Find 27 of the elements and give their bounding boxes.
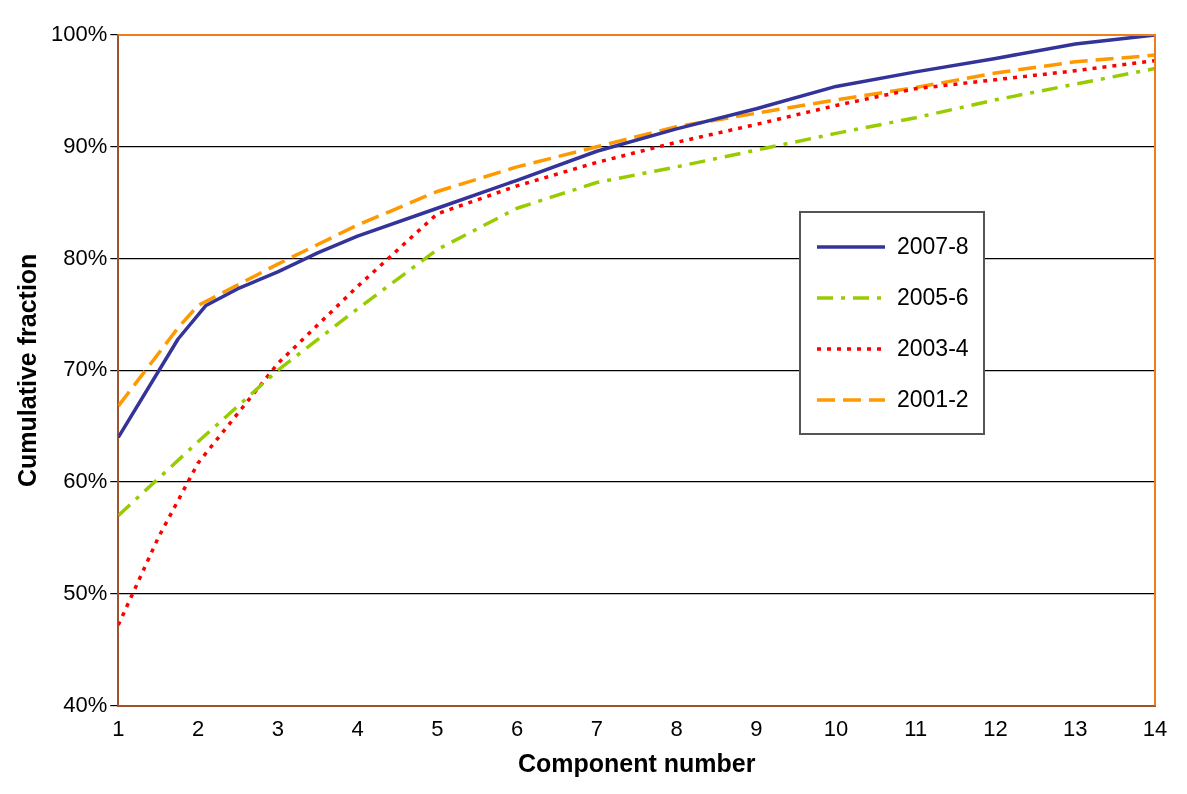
legend-label: 2001-2 [897,386,969,414]
x-axis-title: Component number [517,748,756,777]
x-tick-label: 9 [750,715,763,741]
x-tick-label: 5 [431,715,444,741]
x-tick-label: 13 [1063,715,1088,741]
y-tick-label: 80% [63,244,108,270]
y-tick-label: 100% [50,21,108,47]
y-tick-label: 70% [63,356,108,382]
x-tick-label: 10 [823,715,849,741]
legend-label: 2007-8 [897,233,969,261]
x-tick-label: 11 [904,715,928,741]
x-tick-label: 4 [351,715,364,741]
y-tick-label: 60% [63,468,108,494]
x-tick-label: 3 [271,715,284,741]
y-axis-title: Cumulative fraction [12,253,41,487]
x-tick-label: 12 [983,715,1008,741]
x-tick-label: 1 [112,715,125,741]
x-tick-label: 8 [670,715,683,741]
legend-label: 2005-6 [897,284,969,312]
y-tick-label: 90% [63,132,108,158]
x-tick-label: 14 [1142,715,1168,741]
x-tick-label: 2 [191,715,205,741]
y-tick-label: 50% [63,579,108,605]
y-tick-label: 40% [63,691,108,717]
legend-label: 2003-4 [897,335,969,363]
x-tick-label: 7 [590,715,603,741]
x-tick-label: 6 [510,715,524,741]
